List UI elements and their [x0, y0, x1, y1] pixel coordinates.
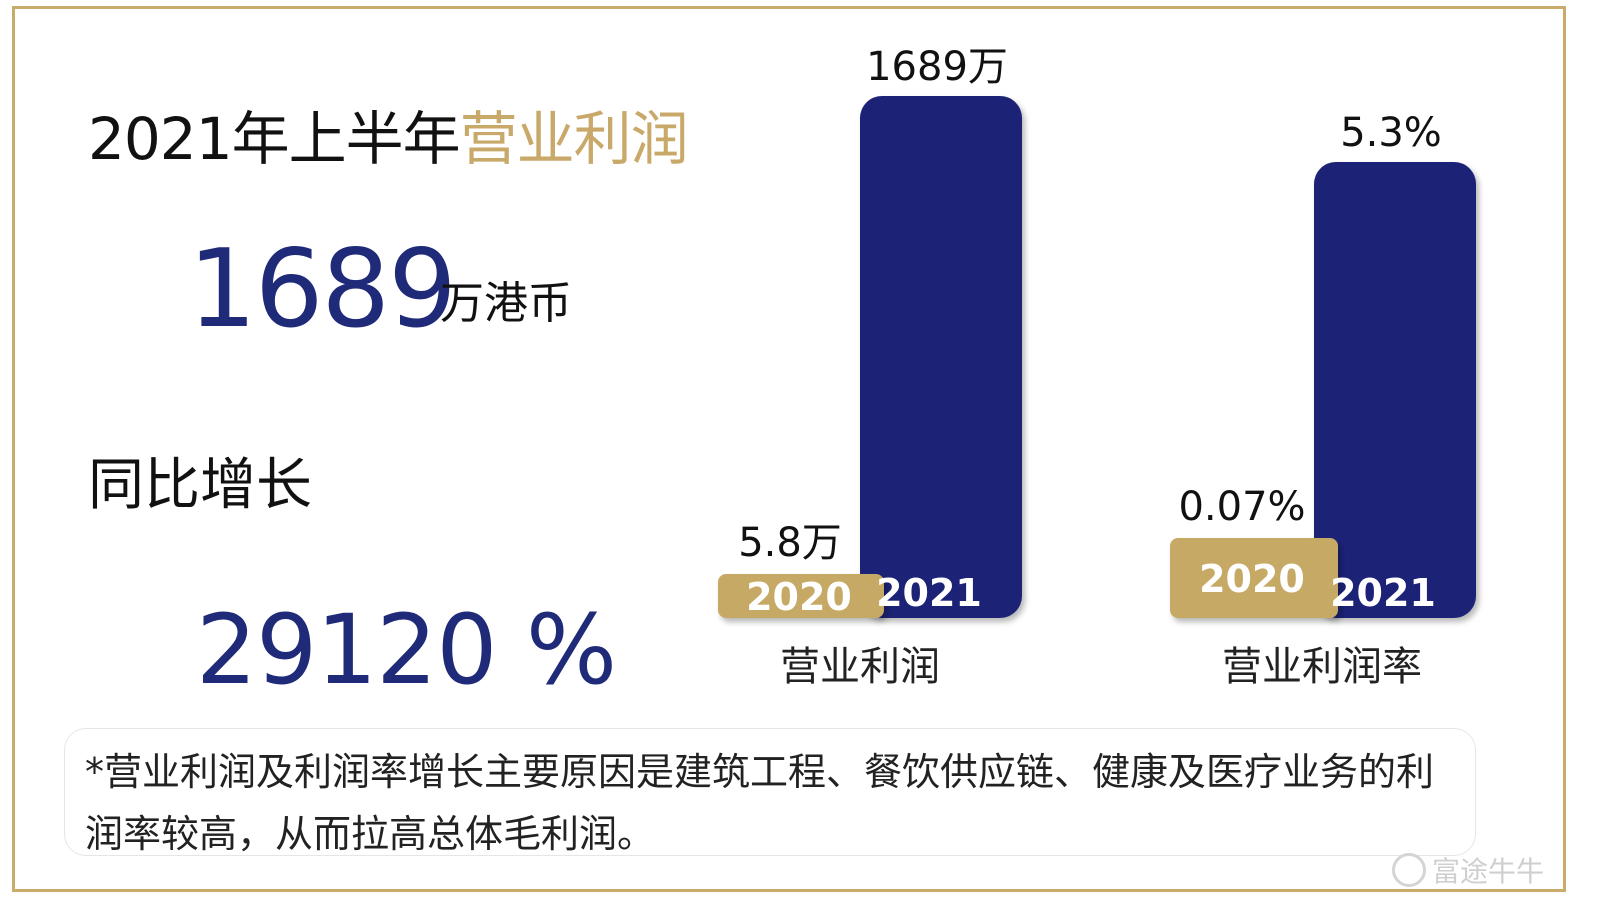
footnote: *营业利润及利润率增长主要原因是建筑工程、餐饮供应链、健康及医疗业务的利润率较高… [64, 728, 1476, 856]
page-title: 2021年上半年营业利润 [88, 110, 689, 168]
value-label-2021: 1689万 [866, 44, 1008, 90]
watermark: 富途牛牛 [1392, 850, 1544, 890]
yoy-label: 同比增长 [88, 453, 312, 518]
yoy-value: 29120 % [196, 594, 617, 706]
category-label: 营业利润 [780, 644, 940, 690]
profit-unit: 万港币 [440, 278, 572, 329]
year-label-2020: 2020 [746, 575, 852, 619]
bar-2021 [1314, 162, 1476, 618]
bar-2021 [860, 96, 1022, 618]
futu-logo-icon [1392, 853, 1426, 887]
year-label-2021: 2021 [1330, 571, 1436, 615]
year-label-2020: 2020 [1199, 557, 1305, 601]
value-label-2021: 5.3% [1340, 110, 1442, 156]
title-main: 2021年上半年 [88, 105, 461, 173]
year-label-2021: 2021 [876, 571, 982, 615]
value-label-2020: 5.8万 [738, 520, 842, 566]
profit-value: 1689 [188, 227, 457, 352]
card-frame [12, 6, 1566, 892]
bar-2020 [1170, 538, 1338, 618]
title-accent: 营业利润 [459, 105, 689, 173]
category-label: 营业利润率 [1222, 644, 1422, 690]
watermark-text: 富途牛牛 [1432, 855, 1545, 888]
bar-2020 [718, 574, 884, 618]
value-label-2020: 0.07% [1178, 484, 1305, 530]
